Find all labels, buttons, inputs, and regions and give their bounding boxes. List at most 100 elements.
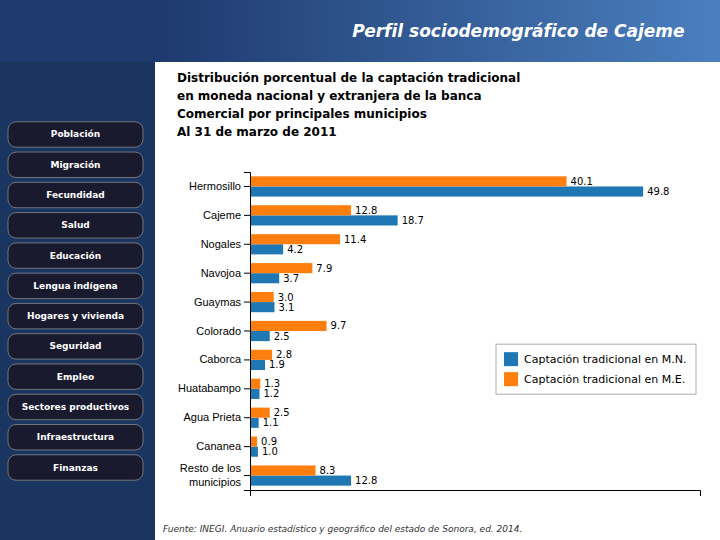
data-label: 12.8 — [355, 475, 377, 486]
y-tick-mark — [244, 446, 250, 447]
bar — [250, 350, 272, 360]
x-axis — [251, 491, 701, 497]
y-tick-mark — [244, 388, 250, 389]
data-label: 8.3 — [320, 465, 336, 476]
plot-area: 49.818.74.23.73.12.51.91.21.11.012.840.1… — [178, 173, 701, 497]
legend-item: Captación tradicional en M.E. — [504, 372, 685, 386]
data-labels: 49.818.74.23.73.12.51.91.21.11.012.840.1… — [261, 176, 669, 486]
menu-button[interactable] — [8, 182, 143, 207]
data-label: 49.8 — [647, 186, 669, 197]
y-tick-label: Cananea — [196, 440, 242, 452]
header-background — [0, 0, 720, 62]
legend-label: Captación tradicional en M.E. — [524, 373, 685, 386]
menu-button[interactable] — [8, 152, 143, 177]
y-tick-label: Navojoa — [201, 267, 242, 279]
y-tick-mark — [244, 215, 250, 216]
legend-swatch — [504, 372, 518, 386]
menu-label[interactable]: Infraestructura — [37, 432, 114, 442]
menu-label[interactable]: Población — [51, 129, 100, 139]
data-label: 1.0 — [262, 446, 278, 457]
menu-label[interactable]: Educación — [50, 251, 101, 261]
menu-item[interactable]: Sectores productivos — [8, 394, 143, 419]
menu-item[interactable]: Población — [8, 122, 143, 147]
menu-label[interactable]: Migración — [50, 160, 100, 170]
bar — [250, 476, 351, 486]
bar — [250, 244, 283, 254]
menu-label[interactable]: Seguridad — [50, 341, 102, 351]
bar — [250, 205, 351, 215]
chart-root: Perfil sociodemográfico de CajemePoblaci… — [0, 0, 720, 540]
data-label: 0.9 — [261, 436, 277, 447]
data-label: 11.4 — [344, 234, 366, 245]
bar — [250, 186, 643, 196]
y-tick: Colorado — [196, 325, 250, 337]
legend-swatch — [504, 352, 518, 366]
legend: Captación tradicional en M.N. Captación t… — [496, 344, 696, 394]
y-axis: HermosilloCajemeNogalesNavojoaGuaymasCol… — [178, 173, 251, 491]
menu-label[interactable]: Sectores productivos — [22, 402, 129, 412]
menu-button[interactable] — [8, 455, 143, 480]
data-label: 1.9 — [269, 359, 285, 370]
y-tick-label: Cajeme — [203, 209, 241, 221]
y-tick-label: Resto de losmunicipios — [180, 462, 242, 487]
y-tick-mark — [244, 475, 250, 476]
menu-button[interactable] — [8, 303, 143, 328]
y-tick: Guaymas — [194, 296, 250, 308]
menu-button[interactable] — [8, 334, 143, 359]
y-tick: Navojoa — [201, 267, 250, 279]
menu-label[interactable]: Lengua indígena — [33, 281, 117, 291]
y-tick: Cajeme — [203, 209, 250, 221]
bar — [250, 263, 312, 273]
menu-item[interactable]: Hogares y vivienda — [8, 303, 143, 328]
bar — [250, 447, 258, 457]
menu-item[interactable]: Infraestructura — [8, 425, 143, 450]
data-label: 1.2 — [263, 388, 279, 399]
y-tick-label: Caborca — [199, 353, 241, 365]
menu-item[interactable]: Migración — [8, 152, 143, 177]
menu-label[interactable]: Fecundidad — [46, 190, 105, 200]
menu-label[interactable]: Hogares y vivienda — [27, 311, 124, 321]
menu-item[interactable]: Educación — [8, 243, 143, 268]
menu-item[interactable]: Empleo — [8, 364, 143, 389]
menu-button[interactable] — [8, 425, 143, 450]
menu-button[interactable] — [8, 364, 143, 389]
menu-item[interactable]: Fecundidad — [8, 182, 143, 207]
bar — [250, 389, 259, 399]
menu-item[interactable]: Salud — [8, 213, 143, 238]
menu-item[interactable]: Seguridad — [8, 334, 143, 359]
footer-note: Fuente: INEGI. Anuario estadístico y geo… — [163, 524, 522, 534]
bar — [250, 273, 279, 283]
data-label: 18.7 — [402, 215, 424, 226]
y-axis-line — [244, 173, 251, 491]
menu-button[interactable] — [8, 122, 143, 147]
bar — [250, 379, 260, 389]
bars — [250, 176, 643, 485]
page-background — [0, 0, 720, 540]
y-tick: Caborca — [199, 353, 250, 365]
menu-label[interactable]: Empleo — [57, 372, 94, 382]
subtitle: Distribución porcentual de la captación … — [177, 71, 520, 139]
data-label: 1.3 — [264, 378, 280, 389]
legend-item: Captación tradicional en M.N. — [504, 352, 686, 366]
menu-button[interactable] — [8, 273, 143, 298]
menu-button[interactable] — [8, 213, 143, 238]
data-label: 3.0 — [278, 292, 294, 303]
y-tick-label: Huatabampo — [178, 382, 241, 394]
y-tick-label: Nogales — [201, 238, 242, 250]
menu-label[interactable]: Salud — [61, 220, 90, 230]
y-tick-mark — [244, 359, 250, 360]
menu-item[interactable]: Finanzas — [8, 455, 143, 480]
menu-button[interactable] — [8, 243, 143, 268]
menu-label[interactable]: Finanzas — [53, 463, 98, 473]
y-tick-mark — [244, 302, 250, 303]
menu-button[interactable] — [8, 394, 143, 419]
y-tick-label: Colorado — [196, 325, 241, 337]
bar — [250, 234, 340, 244]
bar — [250, 176, 567, 186]
y-tick: Resto de losmunicipios — [180, 462, 250, 487]
sidebar-background — [0, 62, 155, 540]
data-label: 7.9 — [316, 263, 332, 274]
legend-frame — [496, 344, 696, 394]
menu-item[interactable]: Lengua indígena — [8, 273, 143, 298]
y-tick-mark — [244, 273, 250, 274]
